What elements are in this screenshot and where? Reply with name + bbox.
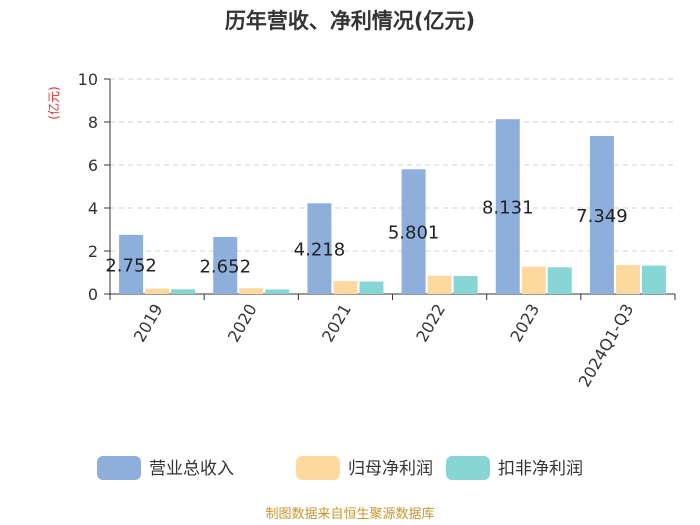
data-label-2024Q1-Q3: 7.349 <box>576 206 628 227</box>
bar-归母净利润-2019 <box>145 288 170 294</box>
data-source: 制图数据来自恒生聚源数据库 <box>265 506 434 522</box>
data-label-2020: 2.652 <box>199 256 251 277</box>
grid-lines <box>110 78 675 252</box>
x-tick-label-2022: 2022 <box>412 301 449 346</box>
x-tick-label-2023: 2023 <box>506 301 543 346</box>
bar-扣非净利润-2019 <box>171 289 196 294</box>
bar-营业总收入-2019 <box>119 234 144 294</box>
bar-营业总收入-2021 <box>307 203 332 294</box>
bar-归母净利润-2024Q1-Q3 <box>615 264 640 294</box>
bar-归母净利润-2022 <box>427 275 452 294</box>
bar-营业总收入-2023 <box>495 119 520 294</box>
y-tick-label-8: 8 <box>88 113 98 132</box>
legend-label-扣非净利润: 扣非净利润 <box>498 459 583 479</box>
y-axis-unit: (亿元) <box>46 86 61 119</box>
legend-swatch-归母净利润 <box>296 456 340 480</box>
legend: 营业总收入 归母净利润 扣非净利润 <box>97 456 583 480</box>
bar-归母净利润-2021 <box>333 281 358 294</box>
x-tick-label-2024Q1-Q3: 2024Q1-Q3 <box>575 301 638 391</box>
bar-营业总收入-2020 <box>213 236 238 294</box>
bar-扣非净利润-2023 <box>547 267 572 294</box>
data-label-2021: 4.218 <box>294 240 346 261</box>
x-tick-label-2019: 2019 <box>130 301 167 346</box>
x-tick-label-2020: 2020 <box>224 301 261 346</box>
y-tick-label-4: 4 <box>88 199 98 218</box>
x-tick-label-2021: 2021 <box>318 301 355 346</box>
bar-营业总收入-2024Q1-Q3 <box>589 135 614 294</box>
axes: 0 2 4 6 8 10 2019 2020 2021 2022 2023 2024Q1-Q3 <box>78 70 676 391</box>
data-label-2023: 8.131 <box>482 198 534 219</box>
legend-label-归母净利润: 归母净利润 <box>348 459 433 479</box>
bar-扣非净利润-2024Q1-Q3 <box>641 265 666 294</box>
data-label-2022: 5.801 <box>388 223 440 244</box>
y-tick-label-10: 10 <box>78 70 98 89</box>
chart-title: 历年营收、净利情况(亿元) <box>225 9 475 33</box>
bar-归母净利润-2020 <box>239 288 264 294</box>
data-labels: 2.752 2.652 4.218 5.801 8.131 7.349 <box>105 198 627 278</box>
data-label-2019: 2.752 <box>105 255 157 276</box>
legend-swatch-营业总收入 <box>97 456 141 480</box>
bar-归母净利润-2023 <box>521 266 546 294</box>
bar-扣非净利润-2021 <box>359 281 384 294</box>
bars <box>119 119 666 294</box>
y-tick-label-2: 2 <box>88 242 98 261</box>
legend-label-营业总收入: 营业总收入 <box>149 459 234 479</box>
y-tick-label-0: 0 <box>88 285 98 304</box>
bar-扣非净利润-2022 <box>453 275 478 294</box>
legend-swatch-扣非净利润 <box>446 456 490 480</box>
bar-营业总收入-2022 <box>401 169 426 294</box>
bar-扣非净利润-2020 <box>265 289 290 294</box>
y-tick-label-6: 6 <box>88 156 98 175</box>
